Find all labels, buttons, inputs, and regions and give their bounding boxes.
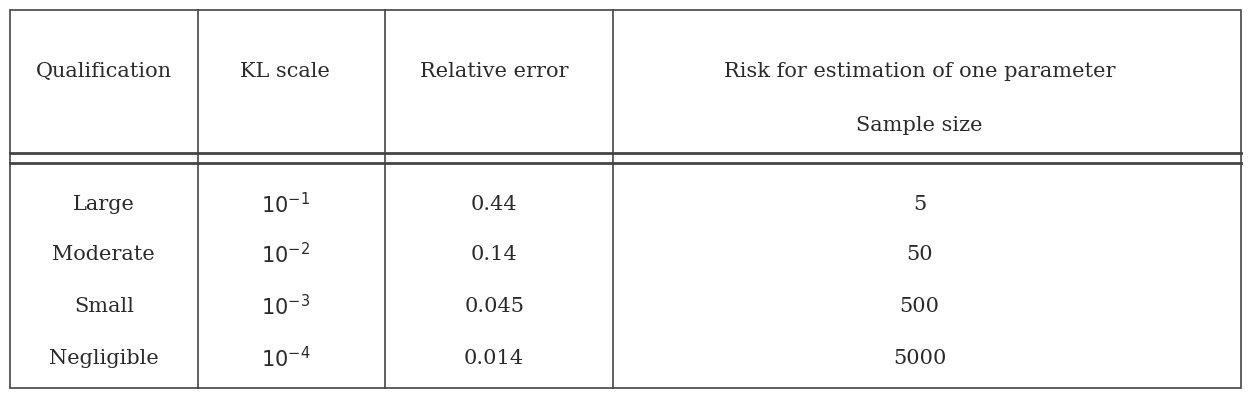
Text: 5: 5 xyxy=(913,195,926,215)
Text: $10^{-2}$: $10^{-2}$ xyxy=(260,242,310,267)
Text: $10^{-4}$: $10^{-4}$ xyxy=(260,345,310,371)
Text: $10^{-3}$: $10^{-3}$ xyxy=(260,294,310,319)
Text: 0.44: 0.44 xyxy=(470,195,518,215)
Text: Sample size: Sample size xyxy=(856,116,983,135)
Text: Risk for estimation of one parameter: Risk for estimation of one parameter xyxy=(724,62,1115,81)
Text: KL scale: KL scale xyxy=(240,62,330,81)
Text: Relative error: Relative error xyxy=(420,62,568,81)
Text: 50: 50 xyxy=(906,245,933,264)
Text: 0.045: 0.045 xyxy=(464,297,524,316)
Text: 5000: 5000 xyxy=(893,349,946,368)
Text: Large: Large xyxy=(73,195,135,215)
Text: 500: 500 xyxy=(899,297,940,316)
Text: 0.14: 0.14 xyxy=(470,245,518,264)
Text: Qualification: Qualification xyxy=(36,62,171,81)
Text: $10^{-1}$: $10^{-1}$ xyxy=(260,192,310,218)
Text: 0.014: 0.014 xyxy=(464,349,524,368)
Text: Negligible: Negligible xyxy=(49,349,159,368)
Text: Small: Small xyxy=(74,297,134,316)
Text: Moderate: Moderate xyxy=(53,245,155,264)
